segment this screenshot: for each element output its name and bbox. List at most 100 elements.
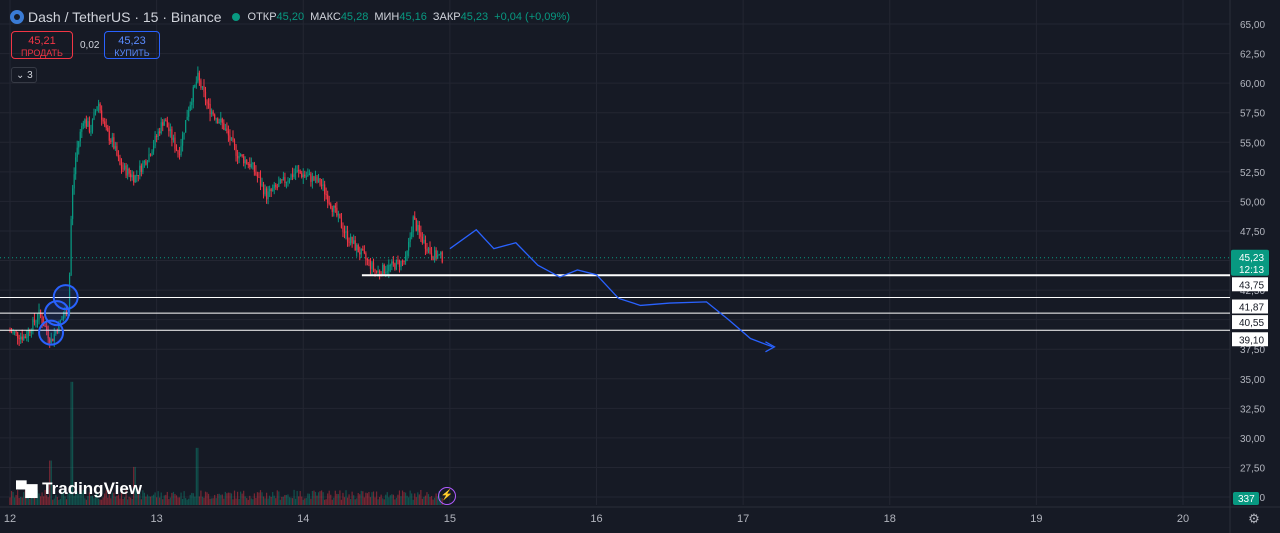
volume-bar — [21, 497, 23, 505]
volume-bar — [36, 490, 39, 505]
indicators-count: 3 — [27, 70, 33, 81]
candle-body — [211, 111, 213, 115]
candle-body — [414, 216, 416, 220]
y-tick-label: 47,50 — [1240, 227, 1265, 238]
marker-circle — [43, 300, 70, 327]
candle-body — [181, 134, 184, 146]
candle-body — [41, 315, 43, 324]
candle-body — [101, 110, 103, 120]
volume-bar — [114, 496, 116, 505]
candle-body — [188, 110, 190, 117]
volume-bar — [310, 498, 312, 505]
volume-bar — [133, 466, 135, 505]
volume-bar — [32, 494, 34, 505]
volume-bar — [116, 495, 118, 505]
candle-body — [337, 213, 339, 216]
chart-header: Dash / TetherUS · 15 · Binance ОТКР 45,2… — [10, 9, 576, 25]
candle-body — [365, 253, 367, 260]
candle-body — [430, 253, 433, 258]
volume-bar — [47, 497, 49, 505]
projection-arrowhead — [765, 341, 776, 353]
volume-bar — [166, 491, 168, 505]
tradingview-logo[interactable]: ▀▆ TradingView — [16, 479, 142, 499]
candle-body — [324, 184, 326, 195]
candle-body — [316, 176, 318, 182]
y-tick-label: 42,50 — [1240, 286, 1265, 297]
candle-body — [163, 120, 165, 126]
volume-bar — [20, 497, 22, 505]
volume-bar — [313, 490, 315, 505]
volume-bar — [262, 496, 265, 505]
candle-body — [99, 103, 101, 111]
candle-body — [154, 135, 156, 146]
volume-bar — [411, 493, 413, 505]
candle-body — [290, 174, 292, 180]
volume-bar — [394, 499, 396, 505]
candle-body — [192, 87, 194, 103]
candle-body — [281, 179, 283, 181]
volume-bar — [203, 497, 205, 505]
indicators-toggle[interactable]: ⌄ 3 — [11, 67, 37, 83]
candle-body — [152, 145, 155, 152]
last-price-label: 45,23 — [1239, 253, 1264, 264]
volume-bar — [354, 499, 356, 505]
volume-bar — [382, 498, 384, 505]
volume-bar — [420, 489, 422, 505]
volume-bar — [58, 499, 60, 505]
candle-body — [35, 321, 37, 323]
volume-bar — [123, 497, 126, 505]
candle-body — [375, 270, 378, 273]
y-tick-label: 27,50 — [1240, 463, 1265, 474]
candle-body — [320, 184, 323, 186]
candle-body — [302, 174, 304, 178]
volume-bar — [146, 494, 149, 505]
candle-body — [314, 176, 317, 181]
spread-value: 0,02 — [80, 40, 100, 51]
candle-body — [85, 119, 87, 127]
volume-bar — [417, 492, 419, 505]
volume-bar — [194, 496, 196, 505]
volume-bar — [272, 492, 274, 505]
candle-body — [412, 216, 414, 233]
candle-body — [94, 110, 97, 113]
volume-bar — [110, 498, 112, 505]
candle-body — [30, 331, 32, 333]
volume-bar — [288, 497, 291, 505]
symbol-title[interactable]: Dash / TetherUS · 15 · Binance — [28, 9, 222, 25]
y-tick-label: 65,00 — [1240, 20, 1265, 31]
candle-body — [217, 118, 219, 124]
volume-bar — [429, 497, 431, 505]
level-label: 41,87 — [1239, 303, 1264, 314]
volume-bar — [104, 493, 106, 505]
candle-body — [293, 173, 295, 177]
volume-bar — [233, 490, 236, 505]
candle-body — [226, 128, 228, 131]
candle-body — [183, 132, 185, 135]
level-label-box — [1232, 277, 1268, 292]
candle-body — [47, 331, 49, 339]
lightning-icon[interactable]: ⚡ — [438, 487, 456, 505]
gear-icon[interactable]: ⚙ — [1248, 511, 1260, 526]
candle-body — [327, 194, 329, 203]
candle-body — [104, 121, 106, 126]
volume-bar — [154, 492, 156, 505]
volume-bar — [172, 491, 175, 505]
volume-bar — [346, 497, 349, 505]
volume-bar — [353, 495, 355, 505]
volume-bar — [375, 491, 378, 505]
candle-body — [435, 250, 437, 259]
volume-bar — [270, 496, 272, 505]
volume-bar — [9, 497, 11, 505]
sell-button[interactable]: 45,21 ПРОДАТЬ — [11, 31, 73, 59]
candle-body — [209, 103, 211, 115]
candle-body — [304, 174, 306, 177]
buy-button[interactable]: 45,23 КУПИТЬ — [104, 31, 160, 59]
candle-body — [276, 186, 278, 188]
candle-body — [113, 137, 115, 149]
volume-bar — [308, 493, 310, 505]
candle-body — [201, 86, 204, 88]
volume-bar — [401, 490, 404, 505]
volume-bar — [339, 490, 341, 505]
volume-bar — [197, 447, 199, 505]
